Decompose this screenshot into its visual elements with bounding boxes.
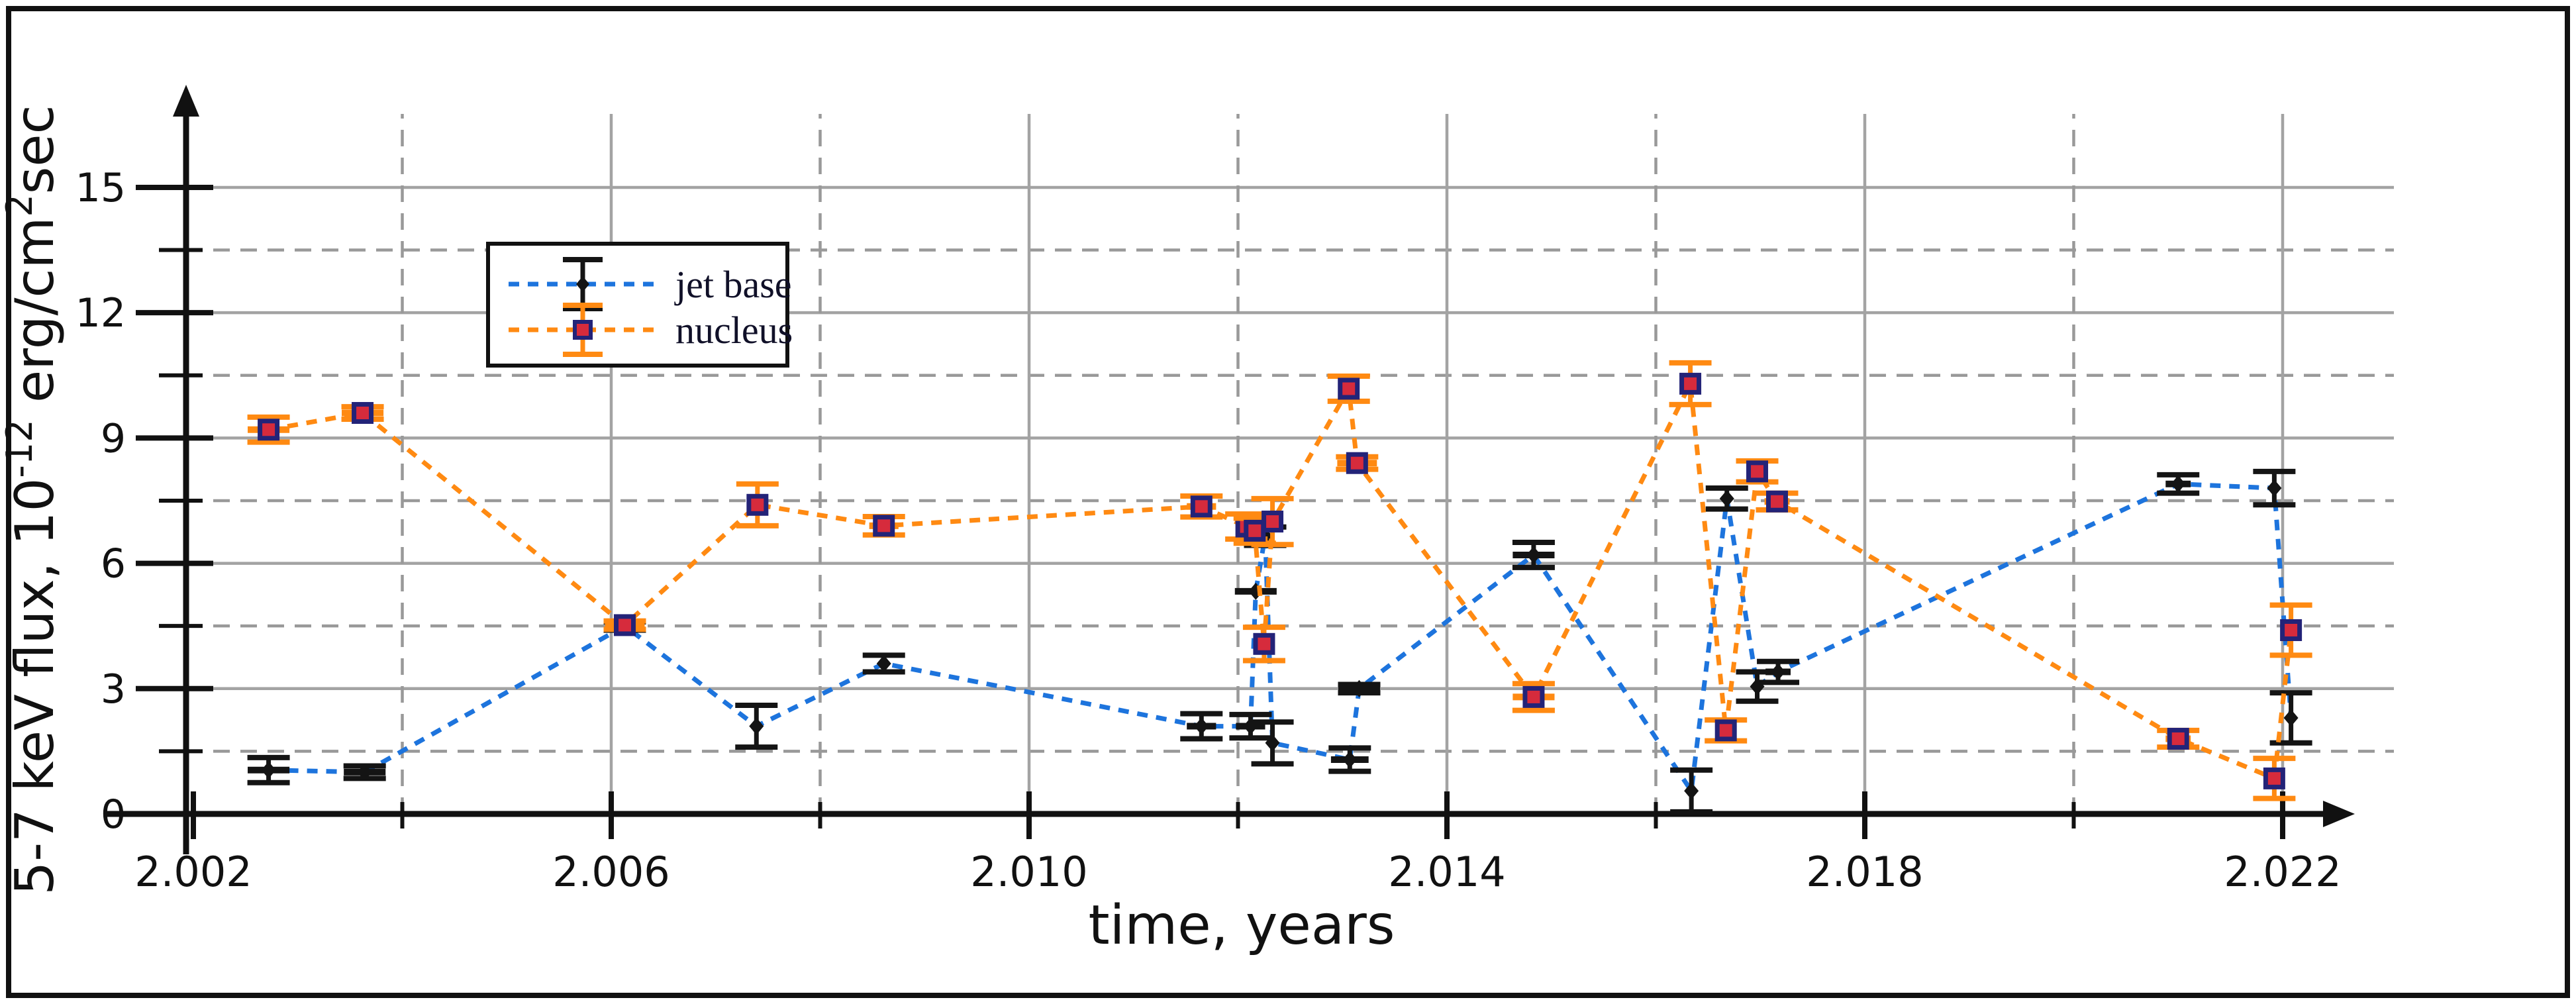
nucleus-marker-icon bbox=[1522, 685, 1545, 708]
figure-border bbox=[6, 6, 2570, 998]
x-tick-label: 2.014 bbox=[1388, 848, 1506, 896]
nucleus-marker-icon bbox=[1679, 372, 1702, 395]
jet-base-marker-icon bbox=[2283, 709, 2299, 727]
jet-base-marker-icon bbox=[2171, 475, 2186, 493]
nucleus-marker-icon bbox=[1338, 377, 1360, 400]
series-jet-base bbox=[247, 468, 2312, 815]
jet-base-marker-icon bbox=[1194, 717, 1209, 735]
jet-base-marker-icon bbox=[1526, 546, 1541, 564]
y-tick-label: 0 bbox=[101, 791, 126, 838]
x-tick-label: 2.002 bbox=[134, 848, 252, 896]
nucleus-marker-icon bbox=[2280, 619, 2303, 641]
nucleus-marker-icon bbox=[1765, 490, 1788, 513]
nucleus-marker-icon bbox=[1714, 719, 1737, 742]
legend-jet-base-marker-icon bbox=[576, 276, 589, 292]
y-tick-label: 6 bbox=[101, 541, 126, 587]
jet-base-marker-icon bbox=[1719, 489, 1734, 507]
nucleus-marker-icon bbox=[1244, 519, 1266, 542]
x-tick-label: 2.022 bbox=[2224, 848, 2342, 896]
x-tick-label: 2.018 bbox=[1806, 848, 1924, 896]
jet-base-marker-icon bbox=[2267, 479, 2282, 497]
y-tick-label: 12 bbox=[75, 290, 126, 336]
x-axis-title: time, years bbox=[1088, 894, 1395, 957]
legend-box bbox=[486, 242, 789, 368]
nucleus-marker-icon bbox=[2263, 767, 2285, 789]
nucleus-marker-icon bbox=[2167, 727, 2189, 750]
jet-base-marker-icon bbox=[1265, 734, 1280, 752]
y-axis-arrow-icon bbox=[173, 85, 199, 117]
nucleus-marker-icon bbox=[614, 614, 636, 636]
jet-base-marker-icon bbox=[357, 763, 372, 781]
jet-base-marker-icon bbox=[1342, 751, 1358, 769]
nucleus-marker-icon bbox=[746, 493, 769, 516]
legend-label: jet base bbox=[674, 263, 792, 306]
jet-base-marker-icon bbox=[1771, 663, 1786, 681]
series-nucleus bbox=[247, 360, 2312, 801]
x-axis-arrow-icon bbox=[2323, 801, 2355, 827]
jet-base-marker-icon bbox=[876, 654, 891, 672]
x-tick-label: 2.010 bbox=[970, 848, 1088, 896]
x-tick-label: 2.006 bbox=[552, 848, 670, 896]
jet-base-marker-icon bbox=[749, 717, 764, 735]
nucleus-marker-icon bbox=[1253, 632, 1275, 655]
jet-base-marker-icon bbox=[1352, 679, 1367, 697]
y-tick-label: 15 bbox=[75, 165, 126, 211]
nucleus-marker-icon bbox=[352, 402, 374, 425]
legend-nucleus-marker-icon bbox=[573, 320, 593, 340]
nucleus-marker-icon bbox=[1746, 460, 1769, 483]
nucleus-marker-icon bbox=[1190, 495, 1213, 518]
y-tick-label: 9 bbox=[101, 415, 126, 462]
axes: 0 3 6 9 12 15 2.002 2.006 2.010 2.014 2.018 2.022 ti… bbox=[0, 85, 2355, 957]
nucleus-marker-icon bbox=[873, 515, 895, 537]
nucleus-marker-icon bbox=[258, 419, 280, 441]
legend-label: nucleus bbox=[675, 309, 793, 352]
y-tick-label: 3 bbox=[101, 666, 126, 713]
jet-base-marker-icon bbox=[261, 761, 276, 779]
nucleus-marker-icon bbox=[1346, 452, 1368, 474]
nucleus-marker-icon bbox=[1262, 511, 1284, 533]
jet-base-marker-icon bbox=[1684, 782, 1699, 800]
y-axis-title: 5-7 keV flux, 10-12 erg/cm2sec bbox=[0, 105, 66, 895]
